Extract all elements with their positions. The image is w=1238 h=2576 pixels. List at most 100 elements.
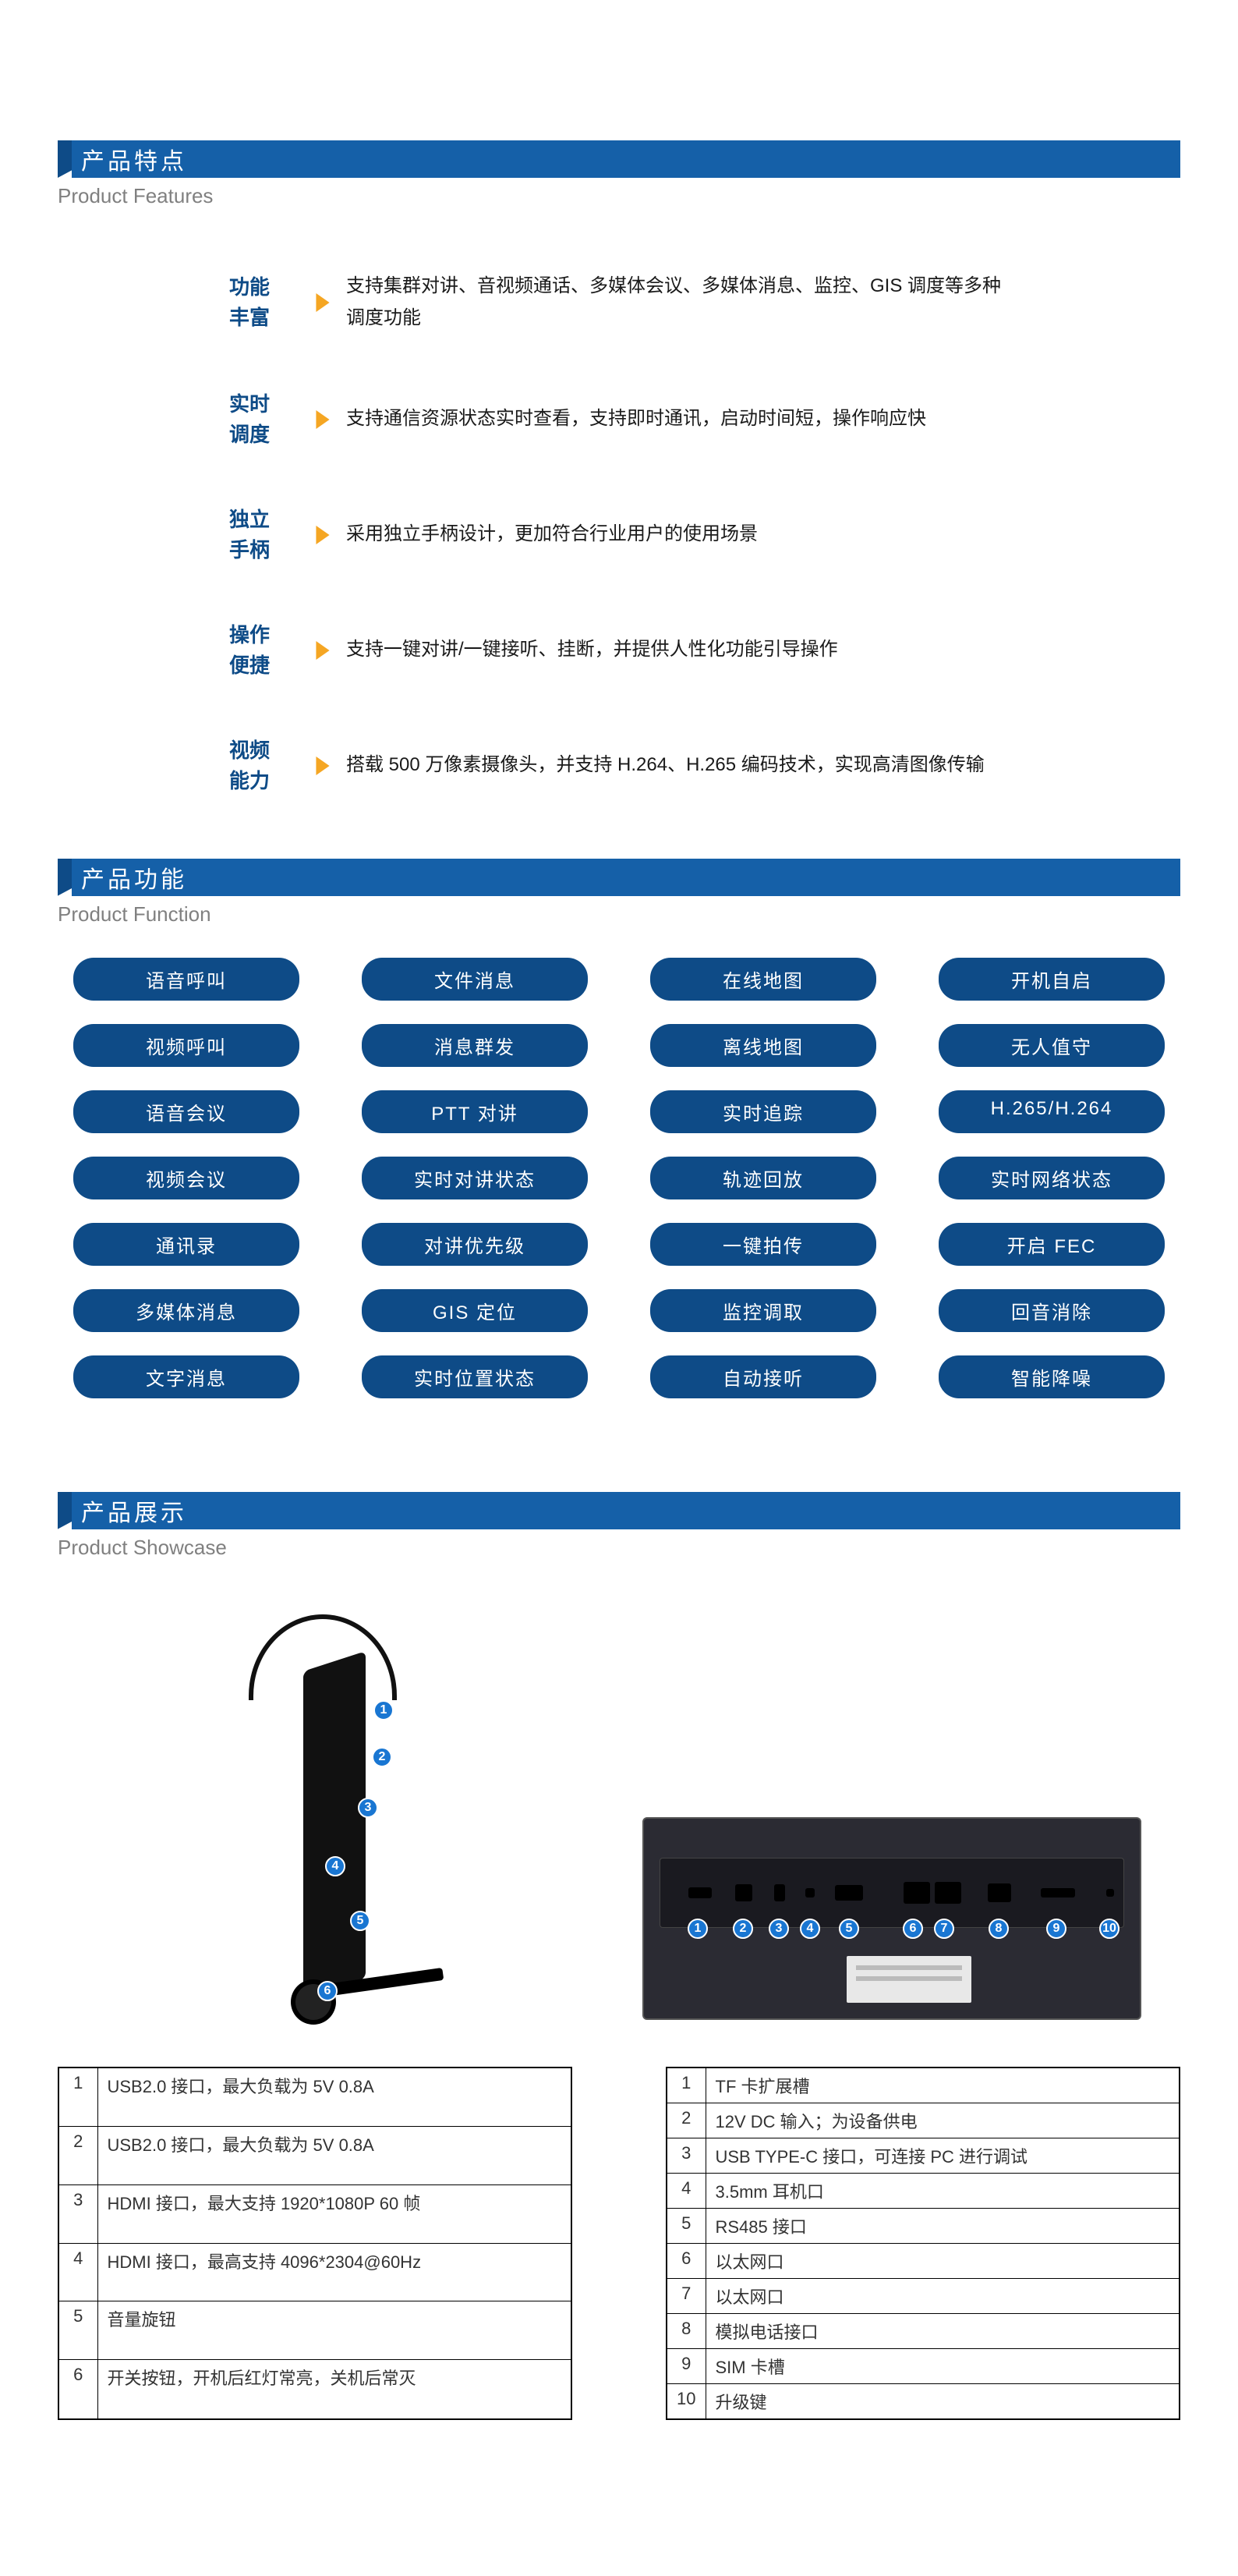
spec-desc: HDMI 接口，最高支持 4096*2304@60Hz bbox=[97, 2243, 571, 2301]
function-pill: 轨迹回放 bbox=[650, 1157, 876, 1199]
function-pill: 智能降噪 bbox=[939, 1355, 1165, 1398]
table-row: 5音量旋钮 bbox=[58, 2301, 571, 2360]
callout-dot: 10 bbox=[1099, 1919, 1120, 1939]
port-icon bbox=[904, 1882, 930, 1904]
function-pill: 自动接听 bbox=[650, 1355, 876, 1398]
function-pill: 实时对讲状态 bbox=[362, 1157, 588, 1199]
feature-name: 操作便捷 bbox=[229, 620, 299, 681]
function-pill: 开机自启 bbox=[939, 958, 1165, 1001]
function-pill: 实时网络状态 bbox=[939, 1157, 1165, 1199]
callout-dot: 4 bbox=[325, 1856, 345, 1876]
section-subtitle: Product Features bbox=[58, 184, 1180, 208]
spec-index: 8 bbox=[667, 2313, 706, 2348]
spec-index: 9 bbox=[667, 2348, 706, 2383]
spec-desc: TF 卡扩展槽 bbox=[706, 2068, 1180, 2103]
function-pill: 文字消息 bbox=[73, 1355, 299, 1398]
feature-name: 实时调度 bbox=[229, 389, 299, 450]
function-pill: GIS 定位 bbox=[362, 1289, 588, 1332]
spec-desc: SIM 卡槽 bbox=[706, 2348, 1180, 2383]
function-pill: 语音会议 bbox=[73, 1090, 299, 1133]
section-subtitle: Product Function bbox=[58, 902, 1180, 927]
port-icon bbox=[688, 1887, 712, 1898]
table-row: 6开关按钮，开机后红灯常亮，关机后常灭 bbox=[58, 2360, 571, 2419]
spec-desc: 升级键 bbox=[706, 2383, 1180, 2419]
function-pill: 消息群发 bbox=[362, 1024, 588, 1067]
port-icon bbox=[1041, 1888, 1075, 1897]
feature-row: 独立手柄采用独立手柄设计，更加符合行业用户的使用场景 bbox=[229, 505, 1009, 565]
table-row: 212V DC 输入；为设备供电 bbox=[667, 2103, 1180, 2138]
port-icon bbox=[835, 1885, 863, 1901]
spec-desc: 开关按钮，开机后红灯常亮，关机后常灭 bbox=[97, 2360, 571, 2419]
feature-name: 功能丰富 bbox=[229, 272, 299, 333]
spec-desc: RS485 接口 bbox=[706, 2208, 1180, 2243]
arrow-icon bbox=[299, 293, 346, 312]
section-subtitle: Product Showcase bbox=[58, 1536, 1180, 1560]
feature-desc: 搭载 500 万像素摄像头，并支持 H.264、H.265 编码技术，实现高清图… bbox=[346, 749, 1009, 781]
callout-dot: 1 bbox=[688, 1919, 708, 1939]
function-pill: 在线地图 bbox=[650, 958, 876, 1001]
spec-desc: 3.5mm 耳机口 bbox=[706, 2173, 1180, 2208]
arrow-icon bbox=[299, 526, 346, 544]
callout-dot: 4 bbox=[800, 1919, 820, 1939]
port-icon bbox=[774, 1884, 785, 1901]
spec-index: 4 bbox=[667, 2173, 706, 2208]
function-pill: 实时追踪 bbox=[650, 1090, 876, 1133]
callout-dot: 8 bbox=[989, 1919, 1009, 1939]
spec-index: 6 bbox=[667, 2243, 706, 2278]
callout-dot: 6 bbox=[317, 1981, 338, 2001]
function-pill: 开启 FEC bbox=[939, 1223, 1165, 1266]
feature-desc: 采用独立手柄设计，更加符合行业用户的使用场景 bbox=[346, 519, 1009, 551]
section-header-showcase: 产品展示 bbox=[58, 1492, 1180, 1529]
spec-table-right: 1TF 卡扩展槽212V DC 输入；为设备供电3USB TYPE-C 接口，可… bbox=[666, 2067, 1180, 2420]
showcase-row: 123456 12345678910 bbox=[58, 1583, 1180, 2067]
port-icon bbox=[805, 1888, 815, 1897]
function-pill: 无人值守 bbox=[939, 1024, 1165, 1067]
arrow-icon bbox=[299, 410, 346, 429]
table-row: 3USB TYPE-C 接口，可连接 PC 进行调试 bbox=[667, 2138, 1180, 2173]
function-pill: 回音消除 bbox=[939, 1289, 1165, 1332]
callout-dot: 3 bbox=[358, 1798, 378, 1818]
device-back-view: 12345678910 bbox=[642, 1817, 1141, 2020]
callout-dot: 2 bbox=[733, 1919, 753, 1939]
callout-dot: 1 bbox=[373, 1700, 394, 1720]
spec-desc: HDMI 接口，最大支持 1920*1080P 60 帧 bbox=[97, 2184, 571, 2243]
callout-dot: 5 bbox=[839, 1919, 859, 1939]
table-row: 3HDMI 接口，最大支持 1920*1080P 60 帧 bbox=[58, 2184, 571, 2243]
function-pill: 多媒体消息 bbox=[73, 1289, 299, 1332]
function-pill: 实时位置状态 bbox=[362, 1355, 588, 1398]
table-row: 10升级键 bbox=[667, 2383, 1180, 2419]
spec-index: 3 bbox=[667, 2138, 706, 2173]
spec-index: 6 bbox=[58, 2360, 97, 2419]
feature-desc: 支持一键对讲/一键接听、挂断，并提供人性化功能引导操作 bbox=[346, 634, 1009, 666]
table-row: 5RS485 接口 bbox=[667, 2208, 1180, 2243]
spec-index: 3 bbox=[58, 2184, 97, 2243]
section-title: 产品特点 bbox=[81, 142, 187, 176]
function-pill: 监控调取 bbox=[650, 1289, 876, 1332]
spec-index: 5 bbox=[58, 2301, 97, 2360]
spec-index: 10 bbox=[667, 2383, 706, 2419]
spec-index: 4 bbox=[58, 2243, 97, 2301]
spec-desc: 以太网口 bbox=[706, 2243, 1180, 2278]
spec-desc: USB2.0 接口，最大负载为 5V 0.8A bbox=[97, 2068, 571, 2127]
port-icon bbox=[1106, 1889, 1114, 1897]
feature-desc: 支持通信资源状态实时查看，支持即时通讯，启动时间短，操作响应快 bbox=[346, 403, 1009, 435]
feature-row: 实时调度 支持通信资源状态实时查看，支持即时通讯，启动时间短，操作响应快 bbox=[229, 389, 1009, 450]
callout-dot: 7 bbox=[934, 1919, 954, 1939]
spec-index: 7 bbox=[667, 2278, 706, 2313]
section-title: 产品功能 bbox=[81, 860, 187, 895]
feature-name: 视频能力 bbox=[229, 735, 299, 796]
function-pill: 视频呼叫 bbox=[73, 1024, 299, 1067]
spec-tables: 1USB2.0 接口，最大负载为 5V 0.8A2USB2.0 接口，最大负载为… bbox=[58, 2067, 1180, 2420]
function-pill: 语音呼叫 bbox=[73, 958, 299, 1001]
spec-desc: 模拟电话接口 bbox=[706, 2313, 1180, 2348]
callout-dot: 5 bbox=[350, 1911, 370, 1931]
table-row: 1USB2.0 接口，最大负载为 5V 0.8A bbox=[58, 2068, 571, 2127]
port-icon bbox=[988, 1883, 1011, 1902]
section-header-features: 产品特点 bbox=[58, 140, 1180, 178]
table-row: 4HDMI 接口，最高支持 4096*2304@60Hz bbox=[58, 2243, 571, 2301]
spec-index: 2 bbox=[58, 2126, 97, 2184]
function-grid: 语音呼叫文件消息在线地图开机自启视频呼叫消息群发离线地图无人值守语音会议PTT … bbox=[58, 950, 1180, 1430]
function-pill: 一键拍传 bbox=[650, 1223, 876, 1266]
spec-index: 1 bbox=[667, 2068, 706, 2103]
callout-dot: 2 bbox=[372, 1747, 392, 1767]
